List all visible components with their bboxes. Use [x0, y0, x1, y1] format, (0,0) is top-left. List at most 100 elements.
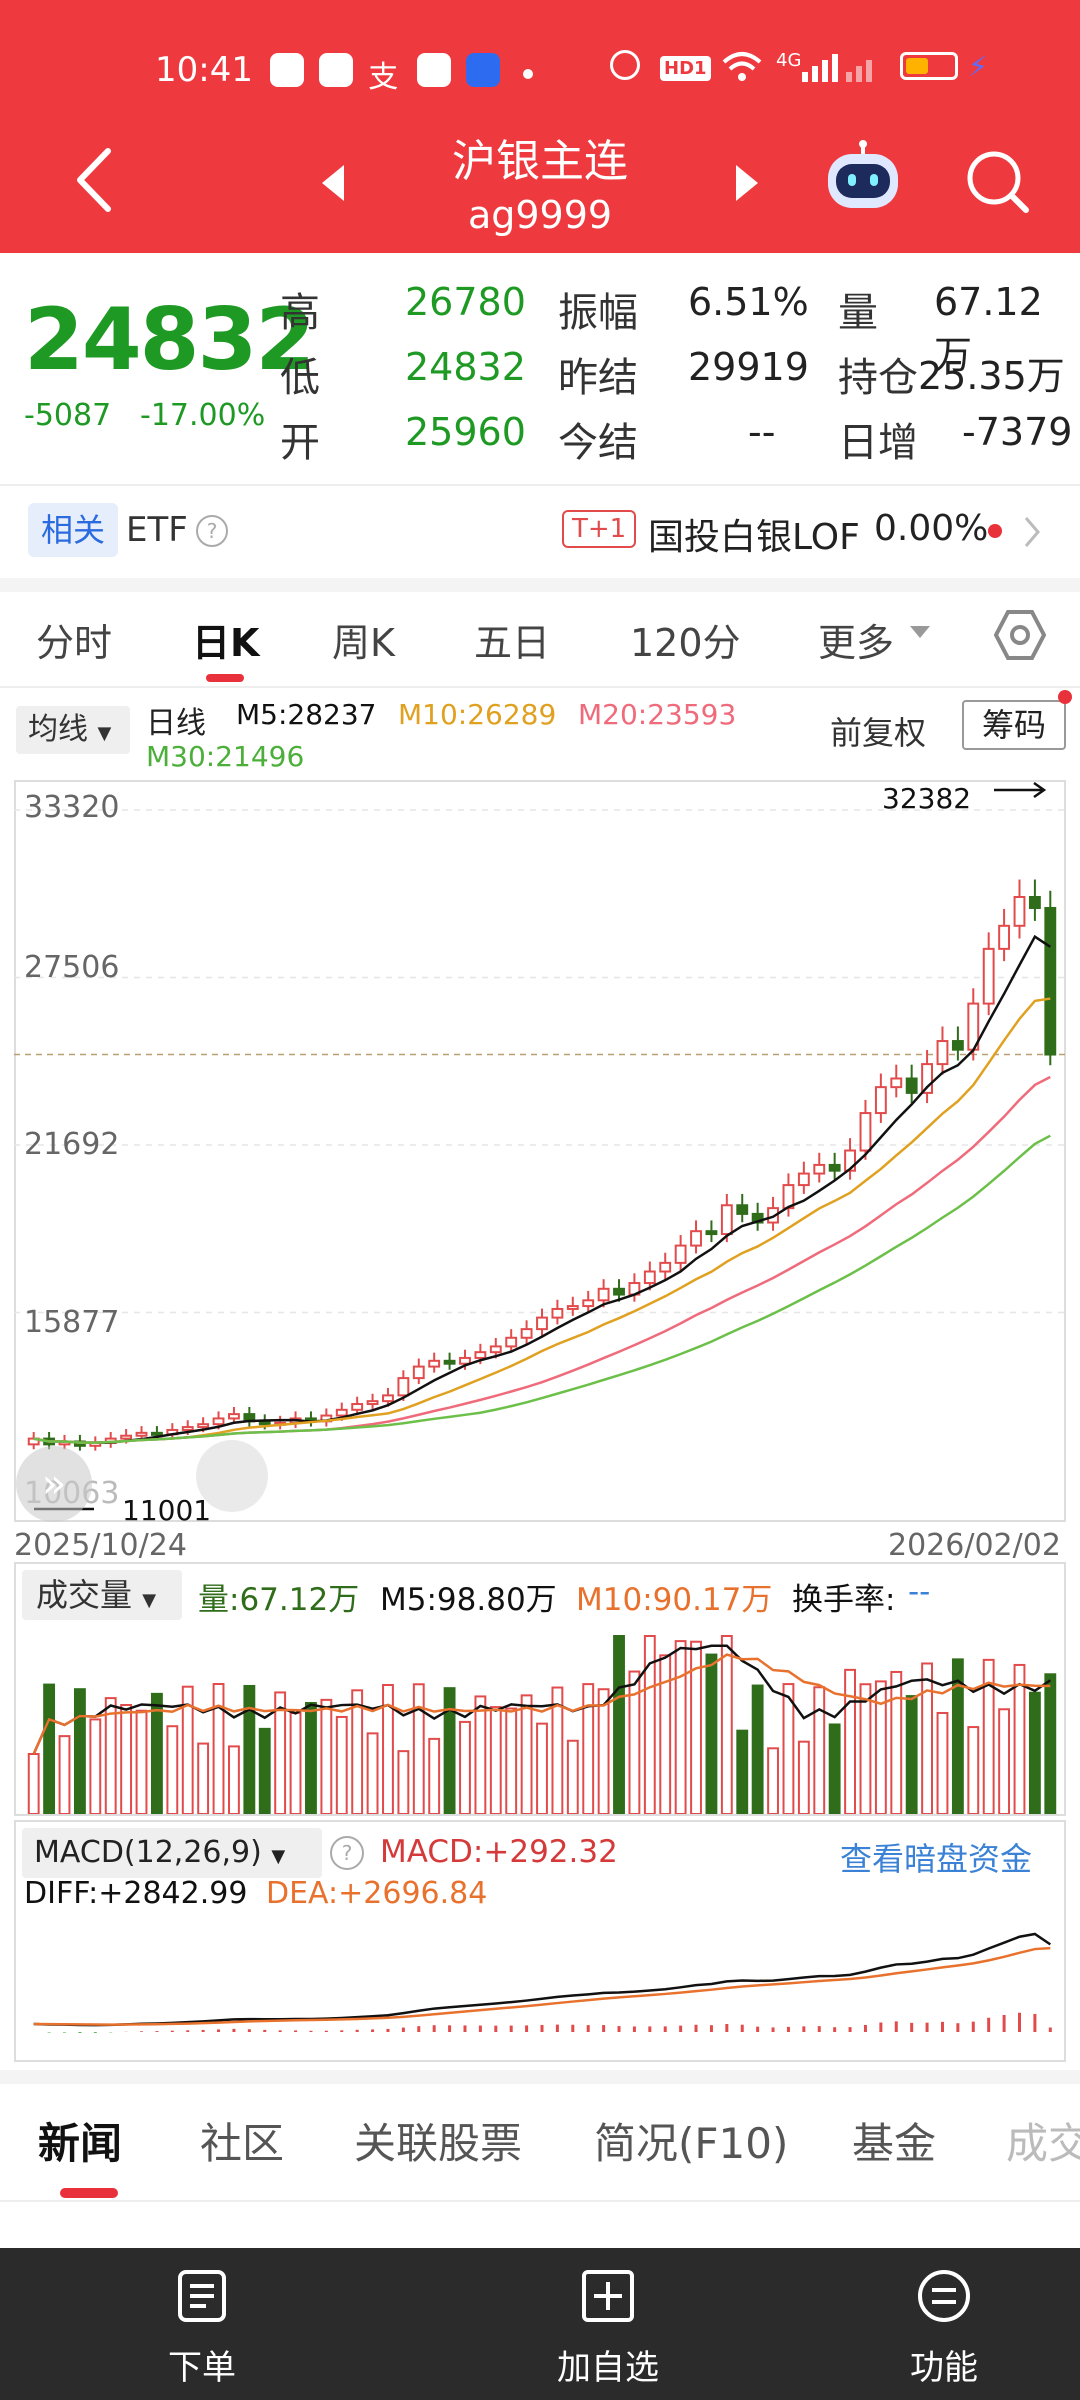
- alipay-icon: 支: [368, 60, 399, 95]
- settings-icon[interactable]: [994, 608, 1046, 662]
- tab-trades[interactable]: 成交: [1006, 2119, 1080, 2168]
- chevron-right-icon[interactable]: [1022, 514, 1042, 550]
- ma5-line: [33, 934, 1051, 1444]
- volume-ma10-line: [32, 1653, 1051, 1755]
- candle: [874, 1086, 887, 1115]
- hd-icon: HD1: [660, 56, 711, 81]
- back-icon[interactable]: [70, 145, 120, 215]
- volume-bar: [43, 1683, 56, 1814]
- volume-bar: [150, 1692, 163, 1814]
- candle: [382, 1394, 394, 1403]
- order-icon[interactable]: [176, 2268, 228, 2324]
- volume-bar: [397, 1750, 410, 1814]
- volume-label: 量: [838, 290, 878, 336]
- add-watchlist-icon[interactable]: [580, 2268, 636, 2324]
- volume-bar: [104, 1697, 117, 1814]
- network-label: 4G: [776, 50, 802, 71]
- help-icon[interactable]: ?: [330, 1836, 364, 1870]
- tab-fund[interactable]: 基金: [852, 2119, 937, 2168]
- macd-selector[interactable]: MACD(12,26,9) ▼: [22, 1828, 322, 1878]
- next-contract-icon[interactable]: [732, 163, 762, 203]
- volume-bar: [505, 1707, 518, 1814]
- bottom-nav: 下单 加自选 功能: [0, 2248, 1080, 2400]
- candle: [536, 1316, 548, 1331]
- volume-chart[interactable]: [14, 1630, 1066, 1814]
- page-title: 沪银主连: [452, 136, 628, 187]
- volume-selector[interactable]: 成交量 ▼: [22, 1570, 182, 1620]
- prev-contract-icon[interactable]: [318, 163, 348, 203]
- candle: [351, 1403, 364, 1411]
- tab-related-stocks[interactable]: 关联股票: [354, 2119, 523, 2168]
- ma-selector[interactable]: 均线 ▼: [16, 706, 130, 754]
- chip-button[interactable]: 筹码: [962, 700, 1066, 750]
- volume-bar: [859, 1683, 872, 1814]
- volume-bar: [566, 1739, 579, 1814]
- turnover-label: 换手率:: [792, 1582, 896, 1618]
- volume-bar: [289, 1712, 302, 1814]
- volume-bar: [274, 1691, 287, 1814]
- volume-bar: [305, 1702, 317, 1814]
- volume-bar: [412, 1683, 425, 1814]
- expand-left-icon[interactable]: »: [16, 1446, 92, 1522]
- turnover-value: --: [908, 1574, 931, 1610]
- candle: [844, 1149, 856, 1172]
- volume-value: 量:67.12万: [198, 1582, 360, 1618]
- candle: [428, 1359, 441, 1368]
- chevron-down-icon[interactable]: [908, 624, 932, 640]
- volume-bar: [797, 1740, 810, 1814]
- tab-intraday[interactable]: 分时: [36, 621, 113, 665]
- tab-community[interactable]: 社区: [200, 2119, 285, 2168]
- order-button[interactable]: 下单: [168, 2348, 236, 2388]
- volume-bar: [243, 1684, 256, 1814]
- volume-bar: [258, 1727, 271, 1814]
- kline-chart-frame[interactable]: [14, 780, 1066, 1522]
- candle: [921, 1063, 934, 1094]
- volume-bar: [998, 1708, 1011, 1814]
- tab-more[interactable]: 更多: [818, 621, 895, 665]
- fullscreen-icon[interactable]: [196, 1440, 268, 1512]
- candle: [1028, 896, 1041, 909]
- candle: [659, 1261, 672, 1273]
- y-tick-label: 15877: [24, 1305, 120, 1340]
- function-icon[interactable]: [916, 2268, 972, 2324]
- candle: [828, 1163, 841, 1172]
- macd-chart[interactable]: [14, 1920, 1066, 2060]
- tab-weekly-k[interactable]: 周K: [332, 621, 395, 665]
- candle: [412, 1365, 425, 1380]
- candle: [474, 1351, 487, 1359]
- adjust-label[interactable]: 前复权: [830, 714, 927, 752]
- search-icon[interactable]: [964, 148, 1030, 214]
- tab-120min[interactable]: 120分: [630, 621, 741, 665]
- min-price-label: 11001: [122, 1494, 212, 1527]
- related-tag[interactable]: 相关: [28, 503, 118, 557]
- volume-bar: [659, 1654, 672, 1814]
- dea-line: [33, 1946, 1051, 2026]
- add-watchlist-button[interactable]: 加自选: [557, 2348, 659, 2388]
- tab-f10[interactable]: 简况(F10): [594, 2119, 789, 2168]
- tab-daily-k[interactable]: 日K: [192, 621, 260, 665]
- app-icon: [417, 53, 452, 87]
- function-button[interactable]: 功能: [910, 2348, 978, 2388]
- candle: [520, 1328, 533, 1339]
- notification-dot: [1058, 690, 1072, 704]
- volume-bar: [828, 1723, 841, 1814]
- dark-pool-link[interactable]: 查看暗盘资金: [840, 1840, 1033, 1878]
- help-icon[interactable]: ?: [196, 515, 228, 547]
- tab-five-day[interactable]: 五日: [474, 621, 551, 665]
- period-label: 日线: [146, 706, 206, 741]
- end-date: 2026/02/02: [888, 1528, 1061, 1563]
- volume-selector-label: 成交量: [36, 1576, 133, 1614]
- volume-bar: [597, 1688, 610, 1814]
- kline-chart[interactable]: [14, 780, 1066, 1522]
- volume-bar: [582, 1683, 595, 1814]
- tab-news[interactable]: 新闻: [38, 2119, 123, 2168]
- robot-assistant-icon[interactable]: [822, 140, 904, 214]
- ma20-value: M20:23593: [578, 698, 737, 731]
- volume-bar: [951, 1658, 964, 1814]
- candle: [582, 1299, 595, 1308]
- volume-bar: [674, 1640, 687, 1814]
- contract-code: ag9999: [467, 193, 613, 237]
- volume-bar: [27, 1753, 40, 1814]
- candle: [905, 1077, 918, 1094]
- fund-name[interactable]: 国投白银LOF: [648, 517, 860, 558]
